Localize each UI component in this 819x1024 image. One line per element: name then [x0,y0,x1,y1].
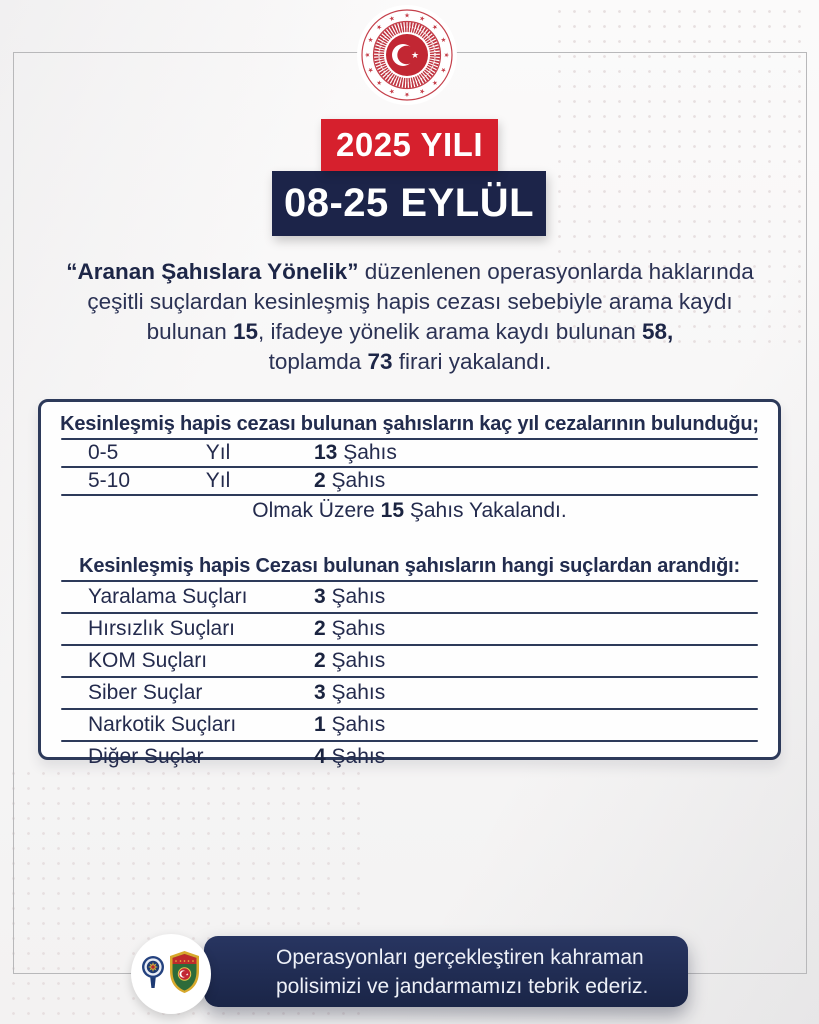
row-crime-label: Narkotik Suçları [88,713,237,736]
crime-table-title: Kesinleşmiş hapis Cezası bulunan şahısla… [79,555,740,577]
svg-text:★: ★ [411,50,419,60]
row-year-range: 5-10 [88,469,131,492]
row-crime-label: Diğer Suçlar [88,745,204,768]
province-seal-icon: ★ ★ ★ ★ ★ ★ ★ ★ ★ ★ ★ ★ ★ ★ ★ ★ ★ [357,5,457,105]
table-divider [61,644,758,646]
table-divider [61,494,758,496]
svg-text:★: ★ [364,52,372,58]
row-count: 4 Şahıs [314,745,386,768]
footer-message-line1: Operasyonları gerçekleştiren kahraman [276,945,644,969]
row-unit: Yıl [205,469,231,492]
footer-logos-circle: ★ [131,934,211,1014]
row-count: 2 Şahıs [314,649,386,672]
sentence-table-row: 5-10 Yıl 2 Şahıs [41,468,778,494]
row-count: 2 Şahıs [314,469,386,492]
row-year-range: 0-5 [88,441,119,464]
svg-text:★: ★ [438,36,448,45]
row-count: 1 Şahıs [314,713,386,736]
table-divider [61,612,758,614]
crime-table-row: Narkotik Suçları 1 Şahıs [41,710,778,740]
crime-table-row: KOM Suçları 2 Şahıs [41,646,778,676]
crime-table-row: Hırsızlık Suçları 2 Şahıs [41,614,778,644]
svg-text:★: ★ [374,22,384,32]
footer-message-bar: Operasyonları gerçekleştiren kahraman po… [204,936,688,1007]
table-spacer [41,526,778,544]
table-divider [61,580,758,582]
svg-text:★: ★ [438,66,448,75]
svg-text:★: ★ [404,90,410,98]
row-crime-label: Siber Suçlar [88,681,203,704]
crime-table-row: Siber Suçlar 3 Şahıs [41,678,778,708]
svg-text:★: ★ [430,22,440,32]
table-divider [61,708,758,710]
crime-table-row: Yaralama Suçları 3 Şahıs [41,582,778,612]
crime-table-rows: Yaralama Suçları 3 Şahıs Hırsızlık Suçları… [41,582,778,772]
svg-text:★: ★ [366,66,376,75]
svg-text:★: ★ [404,12,410,20]
sentence-table-row: 0-5 Yıl 13 Şahıs [41,440,778,466]
svg-text:★: ★ [442,52,450,58]
statistics-box: Kesinleşmiş hapis cezası bulunan şahısla… [38,399,781,768]
row-count: 3 Şahıs [314,681,386,704]
table-divider [61,438,758,440]
svg-text:★: ★ [388,14,397,24]
crime-table-row: Diğer Suçlar 4 Şahıs [41,742,778,772]
row-count: 2 Şahıs [314,617,386,640]
sentence-table-title: Kesinleşmiş hapis cezası bulunan şahısla… [60,413,759,435]
svg-text:★: ★ [388,86,397,96]
year-banner: 2025 YILI [321,119,498,171]
table-divider [61,740,758,742]
svg-text:★: ★ [374,78,384,88]
year-banner-label: 2025 YILI [336,126,483,163]
svg-text:★: ★ [186,972,190,976]
police-emblem-icon [141,955,165,994]
table-divider [61,676,758,678]
svg-text:★: ★ [366,36,376,45]
intro-paragraph: “Aranan Şahıslara Yönelik” düzenlenen op… [66,259,754,374]
row-unit: Yıl [205,441,231,464]
date-range-banner: 08-25 EYLÜL [272,171,546,236]
sentence-summary: Olmak Üzere 15 Şahıs Yakalandı. [252,499,567,522]
table-divider [61,466,758,468]
sentence-table-rows: 0-5 Yıl 13 Şahıs 5-10 Yıl 2 Şahıs [41,440,778,496]
date-range-label: 08-25 EYLÜL [283,181,535,225]
footer-message-line2: polisimizi ve jandarmamızı tebrik ederiz… [276,974,649,998]
svg-text:★: ★ [418,86,427,96]
row-crime-label: KOM Suçları [88,649,208,672]
row-crime-label: Hırsızlık Suçları [88,617,236,640]
row-count: 13 Şahıs [314,441,397,464]
row-count: 3 Şahıs [314,585,386,608]
jandarma-emblem-icon: ★ [168,950,201,999]
svg-text:★: ★ [418,14,427,24]
row-crime-label: Yaralama Suçları [88,585,248,608]
svg-text:★: ★ [430,78,440,88]
halftone-dots-top-right [552,4,810,348]
